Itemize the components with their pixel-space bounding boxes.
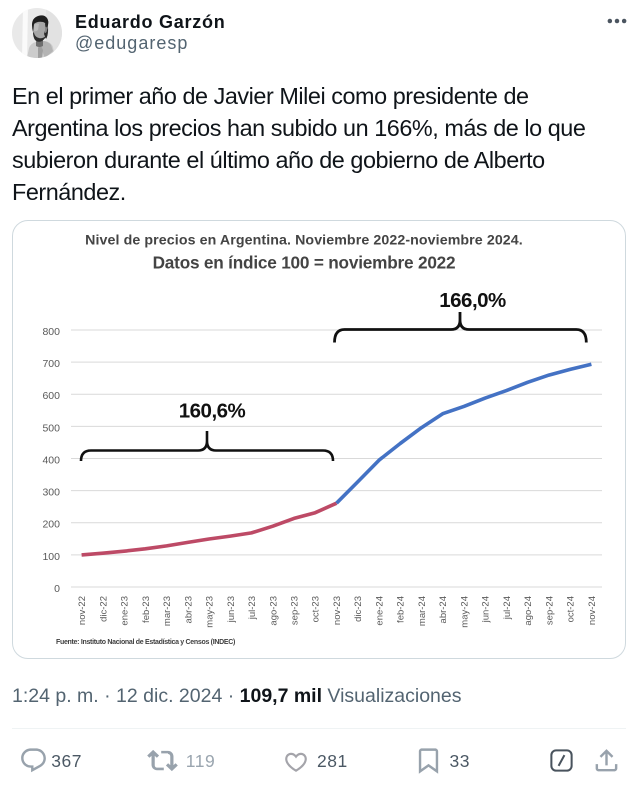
svg-text:dic-23: dic-23 [353,596,364,622]
svg-text:jun-24: jun-24 [481,596,492,623]
svg-text:mar-24: mar-24 [417,596,428,626]
svg-text:Fuente: Instituto Nacional de: Fuente: Instituto Nacional de Estadístic… [56,639,235,646]
svg-text:0: 0 [54,583,60,595]
svg-text:jul-24: jul-24 [502,596,513,620]
svg-text:800: 800 [42,326,60,338]
svg-text:oct-24: oct-24 [566,596,577,622]
svg-text:jul-23: jul-23 [247,596,258,620]
svg-text:700: 700 [42,358,60,370]
svg-text:ene-23: ene-23 [120,596,131,626]
svg-text:600: 600 [42,390,60,402]
svg-text:nov-24: nov-24 [587,596,598,625]
svg-text:oct-23: oct-23 [311,596,322,622]
svg-text:nov-22: nov-22 [77,596,88,625]
svg-text:nov-23: nov-23 [332,596,343,625]
svg-text:ago-24: ago-24 [523,596,534,626]
svg-text:Nivel de precios en Argentina.: Nivel de precios en Argentina. Noviembre… [85,233,523,249]
svg-text:sep-24: sep-24 [544,596,555,625]
svg-text:may-23: may-23 [205,596,216,628]
svg-text:ago-23: ago-23 [268,596,279,626]
svg-text:feb-23: feb-23 [141,596,152,623]
svg-text:abr-24: abr-24 [438,596,449,623]
svg-text:300: 300 [42,487,60,499]
svg-text:Datos en índice 100 = noviembr: Datos en índice 100 = noviembre 2022 [153,253,456,273]
svg-text:mar-23: mar-23 [162,596,173,626]
svg-text:abr-23: abr-23 [183,596,194,623]
svg-text:166,0%: 166,0% [439,289,506,312]
svg-text:dic-22: dic-22 [98,596,109,622]
svg-text:ene-24: ene-24 [375,596,386,626]
svg-text:sep-23: sep-23 [290,596,301,625]
svg-text:feb-24: feb-24 [396,596,407,623]
svg-text:200: 200 [42,519,60,531]
svg-text:jun-23: jun-23 [226,596,237,623]
svg-text:may-24: may-24 [459,596,470,628]
svg-text:400: 400 [42,455,60,467]
svg-text:500: 500 [42,422,60,434]
svg-text:160,6%: 160,6% [179,400,246,423]
svg-text:100: 100 [42,551,60,563]
